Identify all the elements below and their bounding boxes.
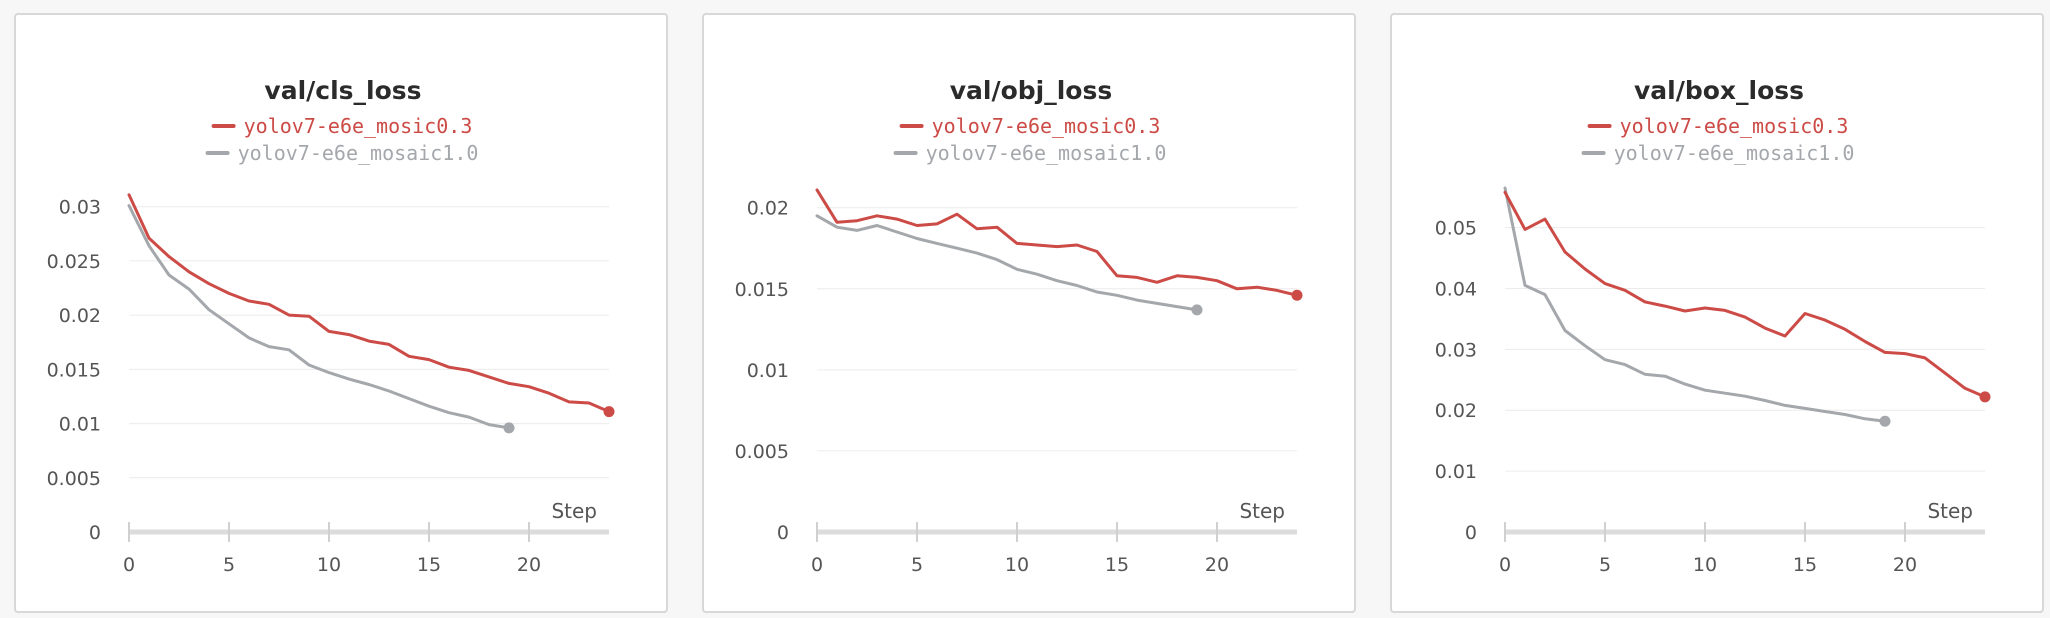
x-axis-label: Step (1927, 499, 1973, 523)
series-line-yolov7-e6e-mosic0-3 (815, 188, 1299, 297)
legend-label: yolov7-e6e_mosic0.3 (1620, 114, 1849, 138)
y-tick-label: 0.02 (59, 305, 101, 327)
y-tick-label: 0.01 (1435, 461, 1477, 483)
x-tick-label: 15 (417, 554, 441, 576)
x-tick-label: 5 (911, 554, 923, 576)
legend-label: yolov7-e6e_mosaic1.0 (926, 141, 1167, 165)
y-tick-label: 0.01 (747, 360, 789, 382)
series-line-yolov7-e6e-mosic0-3 (127, 193, 611, 414)
series-end-marker-yolov7-e6e-mosaic1-0 (503, 422, 515, 434)
x-axis-label: Step (551, 499, 597, 523)
legend-label: yolov7-e6e_mosaic1.0 (238, 141, 479, 165)
series-line-yolov7-e6e-mosic0-3 (1503, 190, 1987, 399)
x-tick-label: 20 (1893, 554, 1917, 576)
x-tick-label: 0 (1499, 554, 1511, 576)
y-tick-label: 0.005 (735, 441, 789, 463)
y-tick-label: 0 (1465, 522, 1477, 544)
series-end-marker-yolov7-e6e-mosaic1-0 (1191, 304, 1203, 316)
y-tick-label: 0.02 (1435, 400, 1477, 422)
series-line-yolov7-e6e-mosaic1-0 (815, 214, 1199, 312)
x-tick-label: 15 (1793, 554, 1817, 576)
y-tick-label: 0.02 (747, 198, 789, 220)
y-tick-label: 0 (777, 522, 789, 544)
x-tick-label: 10 (1693, 554, 1717, 576)
series-line-yolov7-e6e-mosaic1-0 (127, 204, 511, 430)
series-line-yolov7-e6e-mosaic1-0 (1503, 186, 1887, 423)
x-axis-label: Step (1239, 499, 1285, 523)
x-tick-label: 20 (1205, 554, 1229, 576)
x-tick-label: 10 (1005, 554, 1029, 576)
y-tick-label: 0.025 (47, 251, 101, 273)
chart-title: val/cls_loss (264, 76, 421, 105)
y-tick-label: 0.05 (1435, 218, 1477, 240)
chart-title: val/box_loss (1634, 76, 1804, 105)
y-tick-label: 0.015 (735, 279, 789, 301)
y-tick-label: 0 (89, 522, 101, 544)
y-tick-label: 0.01 (59, 414, 101, 436)
x-tick-label: 0 (811, 554, 823, 576)
y-tick-label: 0.005 (47, 468, 101, 490)
x-tick-label: 5 (223, 554, 235, 576)
x-tick-label: 20 (517, 554, 541, 576)
x-tick-label: 10 (317, 554, 341, 576)
chart-panel-cls-loss: val/cls_loss yolov7-e6e_mosic0.3 yolov7-e6… (14, 13, 668, 613)
chart-svg: val/box_loss yolov7-e6e_mosic0.3 yolov7-e6… (1435, 76, 1991, 576)
y-tick-label: 0.03 (1435, 339, 1477, 361)
legend-label: yolov7-e6e_mosic0.3 (932, 114, 1161, 138)
chart-panel-obj-loss: val/obj_loss yolov7-e6e_mosic0.3 yolov7-e6… (702, 13, 1356, 613)
series-end-marker-yolov7-e6e-mosaic1-0 (1879, 415, 1891, 427)
legend-label: yolov7-e6e_mosic0.3 (244, 114, 473, 138)
series-end-marker-yolov7-e6e-mosic0-3 (603, 406, 615, 418)
y-tick-label: 0.04 (1435, 278, 1477, 300)
x-tick-label: 5 (1599, 554, 1611, 576)
chart-title: val/obj_loss (950, 76, 1113, 105)
chart-svg: val/obj_loss yolov7-e6e_mosic0.3 yolov7-e6… (735, 76, 1303, 576)
y-tick-label: 0.03 (59, 197, 101, 219)
chart-svg: val/cls_loss yolov7-e6e_mosic0.3 yolov7-e6… (47, 76, 615, 576)
x-tick-label: 0 (123, 554, 135, 576)
legend-label: yolov7-e6e_mosaic1.0 (1614, 141, 1855, 165)
series-end-marker-yolov7-e6e-mosic0-3 (1291, 289, 1303, 301)
x-tick-label: 15 (1105, 554, 1129, 576)
y-tick-label: 0.015 (47, 359, 101, 381)
chart-panel-box-loss: val/box_loss yolov7-e6e_mosic0.3 yolov7-e6… (1390, 13, 2044, 613)
series-end-marker-yolov7-e6e-mosic0-3 (1979, 391, 1991, 403)
